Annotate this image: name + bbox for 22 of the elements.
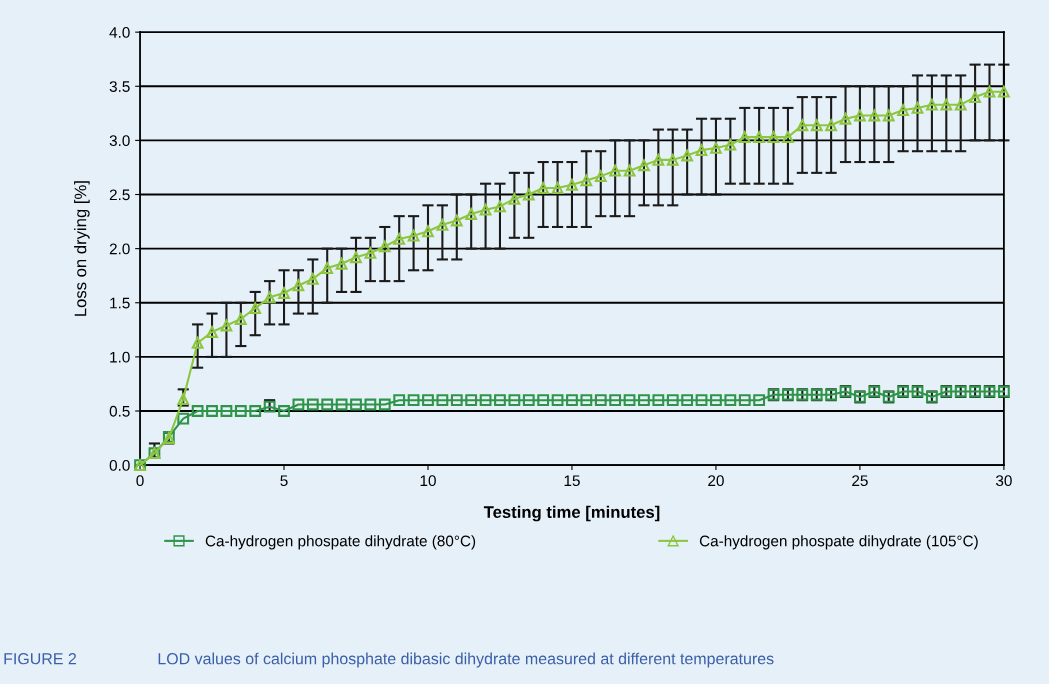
y-axis-title: Loss on drying [%]	[74, 181, 90, 316]
y-tick-label: 0.5	[109, 405, 130, 417]
x-tick-label: 5	[280, 475, 288, 487]
x-tick-label: 0	[136, 475, 144, 487]
legend-label: Ca-hydrogen phospate dihydrate (105°C)	[699, 535, 978, 550]
x-tick-label: 25	[852, 475, 868, 487]
y-tick-label: 3.0	[109, 135, 130, 147]
caption: FIGURE 2	[4, 653, 77, 665]
y-tick-label: 0.0	[109, 459, 130, 471]
y-tick-label: 1.0	[110, 351, 130, 363]
x-tick-label: 10	[420, 475, 436, 487]
x-tick-label: 20	[708, 475, 724, 487]
y-tick-label: 1.5	[110, 297, 130, 309]
y-tick-label: 2.0	[109, 243, 130, 255]
text: LOD values of calcium phosphate dibasic dihydrate measured at different temperatures	[158, 652, 774, 668]
x-axis-title: Testing time [minutes]	[483, 505, 660, 522]
y-tick-label: 4.0	[109, 27, 130, 38]
y-tick-label: 3.5	[109, 81, 130, 92]
x-tick-label: 30	[995, 475, 1012, 487]
legend-label: Ca-hydrogen phospate dihydrate (80°C)	[205, 535, 476, 550]
y-tick-label: 2.5	[109, 189, 130, 201]
x-tick-label: 15	[564, 475, 580, 487]
